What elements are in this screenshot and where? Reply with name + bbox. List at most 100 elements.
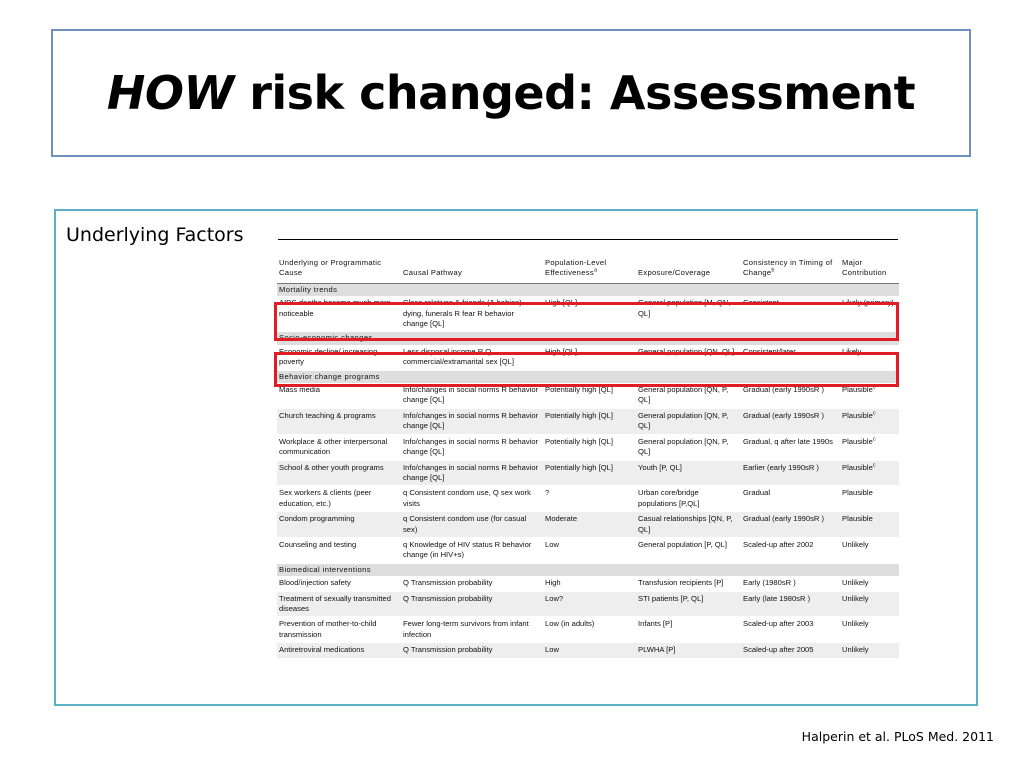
section-title: Biomedical interventions [277,563,899,577]
table-row: Treatment of sexually transmitted diseas… [277,591,899,618]
table-cell: General population [P, QL] [636,537,741,564]
table-row: Mass media Info/changes in social norms R… [277,383,899,409]
column-header: Exposure/Coverage [636,256,741,283]
table-row: Economic decline/ increasing poverty Less… [277,344,899,371]
table-cell: Urban core/bridge populations [P,QL] [636,485,741,513]
table-cell: Gradual (early 1990sR ) [741,511,840,538]
cell-text: Plausible [842,436,873,446]
table-cell: General population [QN, QL] [636,344,741,371]
table-cell: Low (in adults) [543,616,636,644]
table-cell: Counseling and testing [277,537,401,564]
table-cell: High [543,576,636,592]
table-cell: High [QL] [543,344,636,371]
table-cell: Blood/injection safety [277,576,401,592]
column-header-label: Underlying or Programmatic Cause [279,258,382,278]
section-title: Behavior change programs [277,370,899,384]
table-row: Church teaching & programs Info/changes i… [277,408,899,435]
table-cell: Consistent/later [741,344,840,371]
column-header-label: Causal Pathway [403,268,463,278]
footnote-marker: b [771,267,775,274]
section-title: Mortality trends [277,283,899,297]
table-cell: Unlikely [840,591,899,618]
table-cell: Unlikely [840,576,899,592]
table-cell: Antiretroviral medications [277,642,401,659]
table-cell: Low [543,642,636,659]
table-cell: Sex workers & clients (peer education, e… [277,485,401,513]
table-cell: Plausible [840,511,899,538]
slide-title: HOW risk changed: Assessment [106,66,916,120]
table-row: Workplace & other interpersonal communic… [277,434,899,461]
table-cell: Low? [543,591,636,618]
table-row: Blood/injection safety Q Transmission pro… [277,576,899,592]
table-cell: Casual relationships [QN, P, QL] [636,511,741,538]
table-cell: Condom programming [277,511,401,538]
footnote-marker: c [872,436,876,443]
table-cell: Gradual [741,485,840,513]
section-row: Mortality trends [277,283,899,297]
table-cell: Plausiblec [840,383,899,409]
slide-title-rest: risk changed: Assessment [233,66,916,120]
table-cell: Earlier (early 1990sR ) [741,460,840,487]
highlight-economic [274,352,899,387]
column-header-label: Consistency in Timing of Change [743,258,833,278]
table-cell: q Consistent condom use, Q sex work visi… [401,485,543,513]
table-cell: Scaled-up after 2003 [741,616,840,644]
table-cell: Youth [P, QL] [636,460,741,487]
slide-title-emphasis: HOW [106,66,234,120]
table-cell: Prevention of mother-to-child transmissi… [277,616,401,644]
table-cell: Gradual, q after late 1990s [741,434,840,461]
table-cell: Transfusion recipients [P] [636,576,741,592]
table-cell: General population [QN, P, QL] [636,383,741,409]
table-cell: Info/changes in social norms R behavior … [401,460,543,487]
table-cell: Potentially high [QL] [543,434,636,461]
table-cell: Plausiblec [840,460,899,487]
table-cell: Unlikely [840,642,899,659]
table-cell: Scaled-up after 2002 [741,537,840,564]
table-cell: PLWHA [P] [636,642,741,659]
table-row: Antiretroviral medications Q Transmission… [277,642,899,659]
cell-text: Plausible [842,462,873,472]
table-cell: Info/changes in social norms R behavior … [401,408,543,435]
table-cell: Unlikely [840,537,899,564]
table-cell: STI patients [P, QL] [636,591,741,618]
table-cell: Gradual (early 1990sR ) [741,383,840,409]
table-cell: School & other youth programs [277,460,401,487]
table-cell: q Knowledge of HIV status R behavior cha… [401,537,543,564]
table-cell: Potentially high [QL] [543,460,636,487]
column-header: Population-Level Effectivenessa [543,256,636,283]
cell-text: Plausible [842,410,873,420]
footnote-marker: c [872,410,876,417]
table-cell: Infants [P] [636,616,741,644]
column-header-label: Major Contribution [842,258,887,278]
table-top-rule [278,239,898,240]
cell-text: Plausible [842,385,873,395]
column-header: Major Contribution [840,256,899,283]
table-row: Counseling and testing q Knowledge of HIV… [277,537,899,564]
table-cell: Unlikely [840,616,899,644]
table-cell: Q Transmission probability [401,591,543,618]
table-cell: Potentially high [QL] [543,383,636,409]
table-cell: Low [543,537,636,564]
table-row: Condom programming q Consistent condom us… [277,511,899,538]
table-cell: Info/changes in social norms R behavior … [401,434,543,461]
column-header: Consistency in Timing of Changeb [741,256,840,283]
table-cell: q Consistent condom use (for casual sex) [401,511,543,538]
table-cell: Q Transmission probability [401,576,543,592]
table-cell: Less disposal income R Q commercial/extr… [401,344,543,371]
table-cell: General population [QN, P, QL] [636,434,741,461]
table-cell: Info/changes in social norms R behavior … [401,383,543,409]
highlight-mortality [274,302,899,341]
table-cell: Likely [840,344,899,371]
citation: Halperin et al. PLoS Med. 2011 [801,729,994,744]
column-header: Underlying or Programmatic Cause [277,256,401,283]
table-row: Sex workers & clients (peer education, e… [277,485,899,513]
table-cell: Plausible [840,485,899,513]
table-row: School & other youth programs Info/change… [277,460,899,487]
footnote-marker: a [593,267,598,274]
title-box: HOW risk changed: Assessment [51,29,971,157]
table-header-row: Underlying or Programmatic Cause Causal P… [277,256,899,284]
table-cell: Workplace & other interpersonal communic… [277,434,401,461]
table-cell: Fewer long-term survivors from infant in… [401,616,543,644]
section-row: Behavior change programs [277,370,899,384]
table-cell: Plausiblec [840,408,899,435]
